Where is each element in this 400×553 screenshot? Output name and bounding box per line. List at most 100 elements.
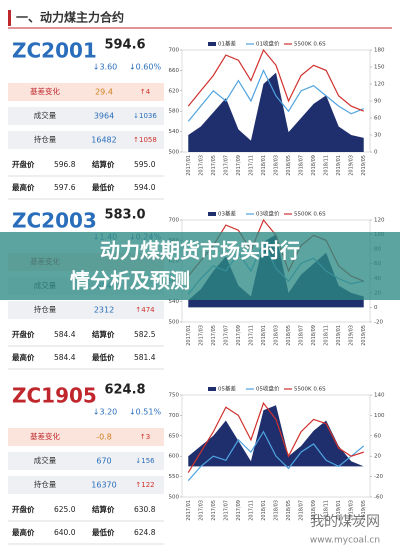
price-label: 结算价 — [92, 329, 115, 339]
line — [187, 68, 364, 122]
x-tick-label: 2019/05 — [361, 155, 367, 176]
x-tick-label: 2017/09 — [236, 500, 242, 521]
legend-label: 5500K 0.6S — [294, 42, 326, 48]
x-tick-label: 2018/11 — [324, 155, 330, 176]
row-label: 成交量 — [34, 455, 57, 465]
y-tick-label: 540 — [169, 299, 180, 305]
x-tick-label: 2019/01 — [336, 155, 342, 176]
price-label: 开盘价 — [12, 159, 35, 169]
price-value: 624.8 — [134, 528, 156, 537]
legend-label: 05收盘价 — [256, 385, 280, 393]
x-tick-label: 2018/09 — [311, 325, 317, 346]
price-value: 594.0 — [134, 183, 156, 192]
price-value: 625.0 — [54, 505, 76, 514]
x-tick-label: 2017/09 — [236, 325, 242, 346]
x-tick-label: 2017/09 — [236, 155, 242, 176]
row-value: 670 — [96, 457, 111, 466]
legend-label: 03基差 — [218, 210, 236, 218]
x-tick-label: 2018/05 — [286, 155, 292, 176]
x-tick-label: 2018/03 — [274, 500, 280, 521]
x-tick-label: 2018/01 — [261, 500, 267, 521]
y2-tick-label: -60 — [374, 495, 383, 501]
row-label: 持仓量 — [34, 479, 57, 489]
x-tick-label: 2018/03 — [274, 155, 280, 176]
legend-swatch — [208, 387, 216, 391]
y-tick-label: 550 — [169, 474, 180, 480]
x-tick-label: 2018/07 — [299, 325, 305, 346]
price-label: 开盘价 — [12, 329, 35, 339]
y-tick-label: 700 — [169, 413, 180, 419]
price-label: 最高价 — [12, 527, 35, 537]
row-value: 29.4 — [95, 88, 113, 97]
x-tick-label: 2018/07 — [299, 500, 305, 521]
row-label: 成交量 — [34, 110, 57, 120]
y2-tick-label: 180 — [374, 48, 385, 54]
row-change: ↑1058 — [133, 136, 157, 144]
x-tick-label: 2019/03 — [349, 155, 355, 176]
x-tick-label: 2019/01 — [336, 325, 342, 346]
row-bg — [8, 301, 164, 319]
header-accent — [8, 10, 11, 26]
x-tick-label: 2019/03 — [349, 325, 355, 346]
x-tick-label: 2019/01 — [336, 500, 342, 521]
y2-tick-label: 140 — [374, 393, 385, 399]
y2-tick-label: 60 — [374, 116, 381, 122]
y2-tick-label: -20 — [374, 474, 383, 480]
x-tick-label: 2019/05 — [361, 500, 367, 521]
price-label: 最低价 — [92, 182, 115, 192]
row-bg — [8, 107, 164, 125]
price: 594.6 — [104, 38, 145, 53]
y2-tick-label: 30 — [374, 133, 381, 139]
x-tick-label: 2017/01 — [186, 155, 192, 176]
contract-name: ZC2003 — [12, 209, 97, 233]
y2-tick-label: 150 — [374, 65, 385, 71]
price-value: 584.4 — [54, 353, 76, 362]
y2-tick-label: 100 — [374, 413, 385, 419]
legend-label: 01基差 — [218, 40, 236, 48]
price-value: 581.4 — [134, 353, 156, 362]
x-tick-label: 2018/11 — [324, 500, 330, 521]
row-value: -0.8 — [96, 433, 112, 442]
row-change: ↓156 — [135, 457, 155, 465]
legend-label: 05基差 — [218, 385, 236, 393]
price-label: 最低价 — [92, 352, 115, 362]
x-tick-label: 2017/05 — [211, 500, 217, 521]
y-tick-label: 580 — [169, 109, 180, 115]
watermark-name: 我的煤炭网 — [310, 514, 380, 530]
price-value: 595.0 — [134, 160, 156, 169]
y-tick-label: 620 — [169, 88, 180, 94]
price-value: 597.6 — [54, 183, 76, 192]
price-value: 630.8 — [134, 505, 156, 514]
banner-line: 动力煤期货市场实时行 — [100, 239, 300, 263]
row-bg — [8, 452, 164, 470]
row-change: ↑122 — [135, 481, 154, 489]
row-label: 持仓量 — [34, 134, 57, 144]
y-tick-label: 500 — [169, 150, 180, 156]
price-value: 596.8 — [54, 160, 76, 169]
x-tick-label: 2017/03 — [198, 500, 204, 521]
y2-tick-label: 0 — [374, 305, 378, 311]
row-bg — [8, 83, 164, 101]
row-change: ↓1036 — [133, 112, 157, 120]
row-value: 3964 — [94, 112, 114, 121]
row-label: 基差变化 — [30, 431, 60, 441]
row-label: 持仓量 — [34, 304, 57, 314]
price-value: 584.4 — [54, 330, 76, 339]
y-tick-label: 540 — [169, 129, 180, 135]
line — [187, 401, 364, 473]
x-tick-label: 2017/03 — [198, 155, 204, 176]
y2-tick-label: 90 — [374, 99, 381, 105]
price-pct: ↓0.51% — [129, 408, 162, 417]
header-title: 一、动力煤主力合约 — [16, 10, 124, 25]
x-tick-label: 2017/11 — [248, 500, 254, 521]
row-label: 基差变化 — [30, 86, 60, 96]
x-tick-label: 2018/01 — [261, 325, 267, 346]
y2-tick-label: 20 — [374, 454, 381, 460]
price-label: 最低价 — [92, 527, 115, 537]
x-tick-label: 2019/03 — [349, 500, 355, 521]
price-change: ↓3.20 — [93, 408, 118, 417]
x-tick-label: 2017/01 — [186, 500, 192, 521]
x-tick-label: 2017/01 — [186, 325, 192, 346]
y-tick-label: 700 — [169, 218, 180, 224]
